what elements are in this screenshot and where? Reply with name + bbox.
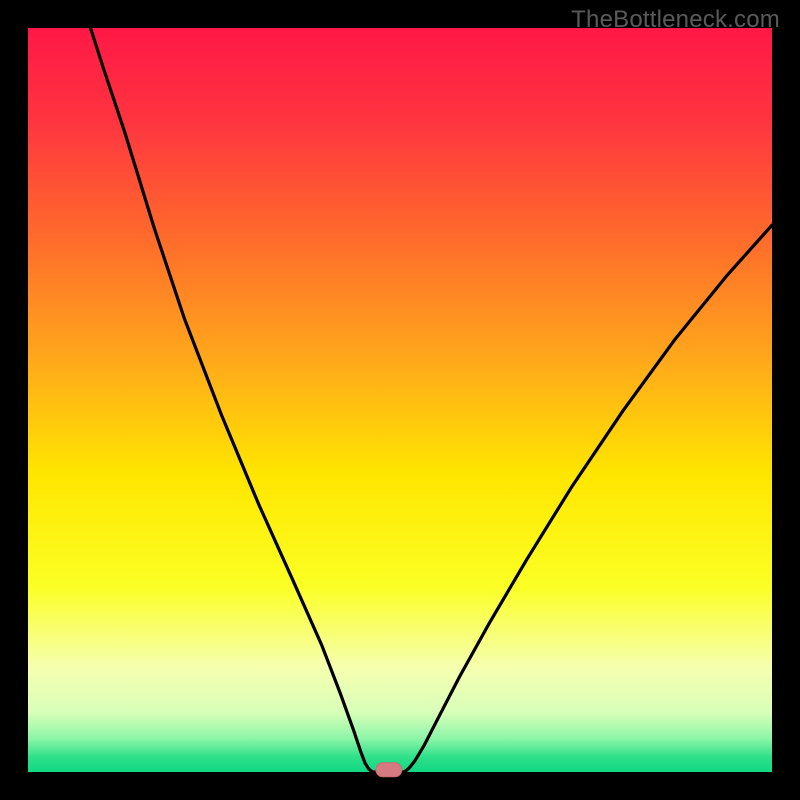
chart-container: TheBottleneck.com bbox=[0, 0, 800, 800]
watermark-text: TheBottleneck.com bbox=[571, 6, 780, 34]
bottleneck-curve-chart bbox=[0, 0, 800, 800]
